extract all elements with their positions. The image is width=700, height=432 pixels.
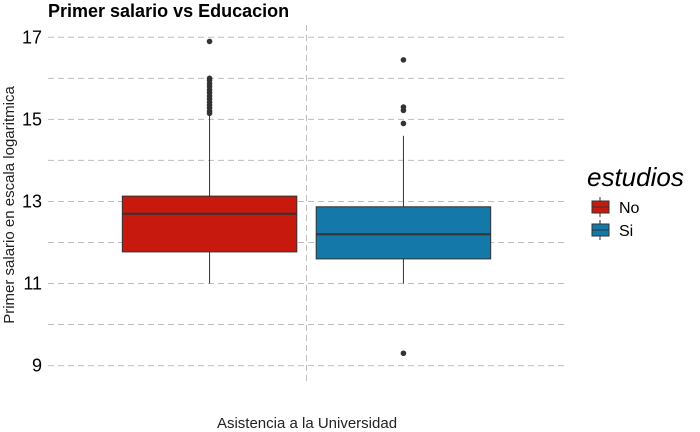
y-tick-label: 13 [22,191,42,211]
legend-item-si: Si [591,220,633,240]
legend-title: estudios [587,162,684,192]
legend: No Si [591,197,640,240]
y-tick-label: 11 [23,274,42,294]
y-tick-label: 15 [22,109,42,129]
outlier-point [400,350,407,357]
box-body [121,195,298,253]
box-body [315,206,492,260]
y-axis-ticks: 9 11 13 15 17 [22,27,42,375]
y-tick-label: 9 [32,356,42,376]
outlier-point [400,120,407,127]
x-axis-label: Asistencia a la Universidad [217,415,397,432]
legend-label: Si [619,223,633,240]
box-series [121,38,492,357]
legend-label: No [619,200,640,217]
outlier-point [400,104,407,110]
y-axis-label: Primer salario en escala logaritmica [1,86,18,324]
y-tick-label: 17 [22,27,42,47]
outlier-point [206,38,213,45]
box-no [121,38,298,284]
outlier-point [206,75,213,82]
outlier-point [400,57,407,63]
chart-title: Primer salario vs Educacion [48,1,289,21]
legend-item-no: No [591,197,640,217]
box-si [315,57,492,357]
